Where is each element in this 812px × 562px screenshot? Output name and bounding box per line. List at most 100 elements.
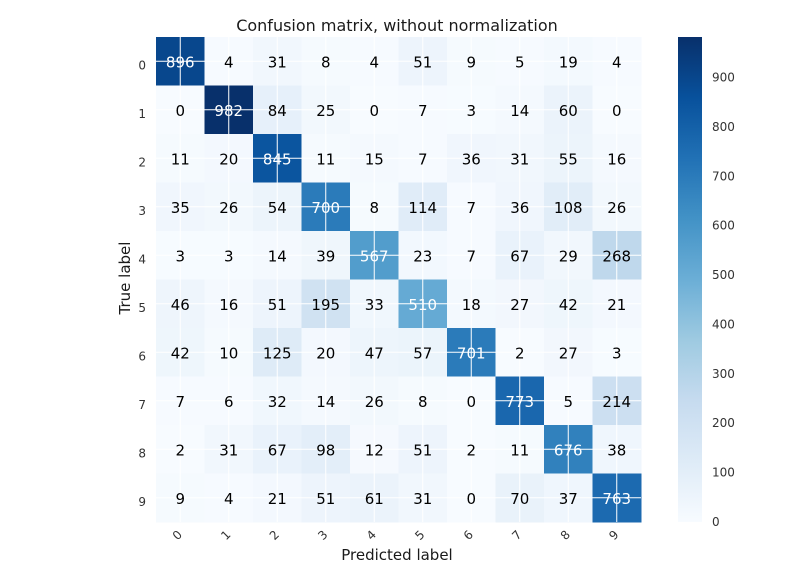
cell-value-label: 0 [175, 102, 185, 120]
y-tick-label: 4 [138, 252, 146, 266]
x-tick-label: 4 [364, 528, 379, 543]
cell-value-label: 33 [365, 296, 384, 314]
cell-value-label: 4 [224, 490, 234, 508]
cell-value-label: 61 [365, 490, 384, 508]
y-tick-label: 9 [138, 495, 146, 509]
cell-value-label: 567 [360, 247, 389, 265]
x-axis-ticks: 0 1 2 3 4 5 6 7 8 9 [170, 528, 622, 543]
cell-value-label: 10 [219, 344, 238, 362]
x-tick-label: 3 [315, 528, 330, 543]
cell-value-label: 55 [559, 150, 578, 168]
cell-value-label: 3 [175, 247, 185, 265]
cell-value-label: 195 [311, 296, 340, 314]
cell-value-label: 46 [171, 296, 190, 314]
y-tick-label: 6 [138, 349, 146, 363]
y-tick-label: 1 [138, 107, 146, 121]
cell-value-label: 98 [316, 441, 335, 459]
cell-value-label: 108 [554, 199, 583, 217]
cell-value-label: 35 [171, 199, 190, 217]
y-tick-label: 5 [138, 301, 146, 315]
y-tick-label: 3 [138, 204, 146, 218]
cell-value-label: 7 [418, 150, 428, 168]
cell-value-label: 51 [413, 53, 432, 71]
colorbar: 0 100 200 300 400 500 600 700 800 900 [678, 37, 735, 529]
colorbar-tick-label: 800 [712, 120, 735, 134]
cell-value-label: 27 [559, 344, 578, 362]
cell-value-label: 125 [263, 344, 292, 362]
cell-value-label: 11 [171, 150, 190, 168]
cell-value-label: 3 [612, 344, 622, 362]
cell-value-label: 15 [365, 150, 384, 168]
colorbar-gradient [678, 37, 702, 522]
x-tick-label: 5 [412, 528, 427, 543]
x-tick-label: 9 [606, 528, 621, 543]
cell-value-label: 0 [466, 490, 476, 508]
cell-value-label: 20 [219, 150, 238, 168]
cell-value-label: 32 [268, 393, 287, 411]
cell-value-label: 4 [224, 53, 234, 71]
x-tick-label: 6 [461, 528, 476, 543]
cell-value-label: 5 [563, 393, 573, 411]
cell-value-label: 36 [462, 150, 481, 168]
y-tick-label: 8 [138, 446, 146, 460]
cell-value-label: 700 [311, 199, 340, 217]
cell-value-label: 26 [219, 199, 238, 217]
cell-value-label: 0 [612, 102, 622, 120]
x-tick-label: 2 [267, 528, 282, 543]
cell-value-label: 42 [171, 344, 190, 362]
cell-value-label: 214 [602, 393, 631, 411]
cell-value-label: 20 [316, 344, 335, 362]
cell-value-label: 9 [175, 490, 185, 508]
x-tick-label: 7 [509, 528, 524, 543]
cell-value-label: 701 [457, 344, 486, 362]
cell-value-label: 51 [268, 296, 287, 314]
cell-value-label: 0 [369, 102, 379, 120]
cell-value-label: 31 [510, 150, 529, 168]
cell-value-label: 268 [602, 247, 631, 265]
cell-value-label: 7 [175, 393, 185, 411]
cell-value-label: 16 [607, 150, 626, 168]
cell-value-label: 3 [224, 247, 234, 265]
colorbar-tick-label: 100 [712, 466, 735, 480]
cell-value-label: 51 [316, 490, 335, 508]
cell-value-label: 31 [219, 441, 238, 459]
cell-value-label: 27 [510, 296, 529, 314]
cell-value-label: 14 [510, 102, 529, 120]
y-tick-label: 0 [138, 58, 146, 72]
colorbar-tick-label: 900 [712, 70, 735, 84]
y-tick-label: 7 [138, 398, 146, 412]
cell-value-label: 23 [413, 247, 432, 265]
cell-value-label: 25 [316, 102, 335, 120]
cell-value-label: 510 [408, 296, 437, 314]
cell-value-label: 37 [559, 490, 578, 508]
cell-value-label: 845 [263, 150, 292, 168]
cell-value-label: 38 [607, 441, 626, 459]
cell-value-label: 26 [365, 393, 384, 411]
cell-value-label: 67 [510, 247, 529, 265]
cell-value-label: 60 [559, 102, 578, 120]
cell-value-label: 676 [554, 441, 583, 459]
cell-value-label: 2 [175, 441, 185, 459]
cell-value-label: 21 [268, 490, 287, 508]
cell-value-label: 7 [418, 102, 428, 120]
cell-value-label: 7 [466, 247, 476, 265]
cell-value-label: 114 [408, 199, 437, 217]
y-tick-label: 2 [138, 155, 146, 169]
cell-value-label: 51 [413, 441, 432, 459]
cell-value-label: 21 [607, 296, 626, 314]
cell-value-label: 42 [559, 296, 578, 314]
cell-value-label: 2 [466, 441, 476, 459]
cell-value-label: 67 [268, 441, 287, 459]
cell-value-label: 70 [510, 490, 529, 508]
x-axis-label: Predicted label [341, 546, 452, 562]
cell-value-label: 54 [268, 199, 287, 217]
cell-value-labels: 896 4 31 8 4 51 9 5 19 40 982 84 25 0 7 3 14 60 011 20 845 11… [166, 53, 631, 508]
colorbar-tick-label: 500 [712, 268, 735, 282]
cell-value-label: 14 [268, 247, 287, 265]
colorbar-tick-label: 600 [712, 219, 735, 233]
cell-value-label: 4 [612, 53, 622, 71]
cell-value-label: 19 [559, 53, 578, 71]
cell-value-label: 14 [316, 393, 335, 411]
cell-value-label: 763 [602, 490, 631, 508]
